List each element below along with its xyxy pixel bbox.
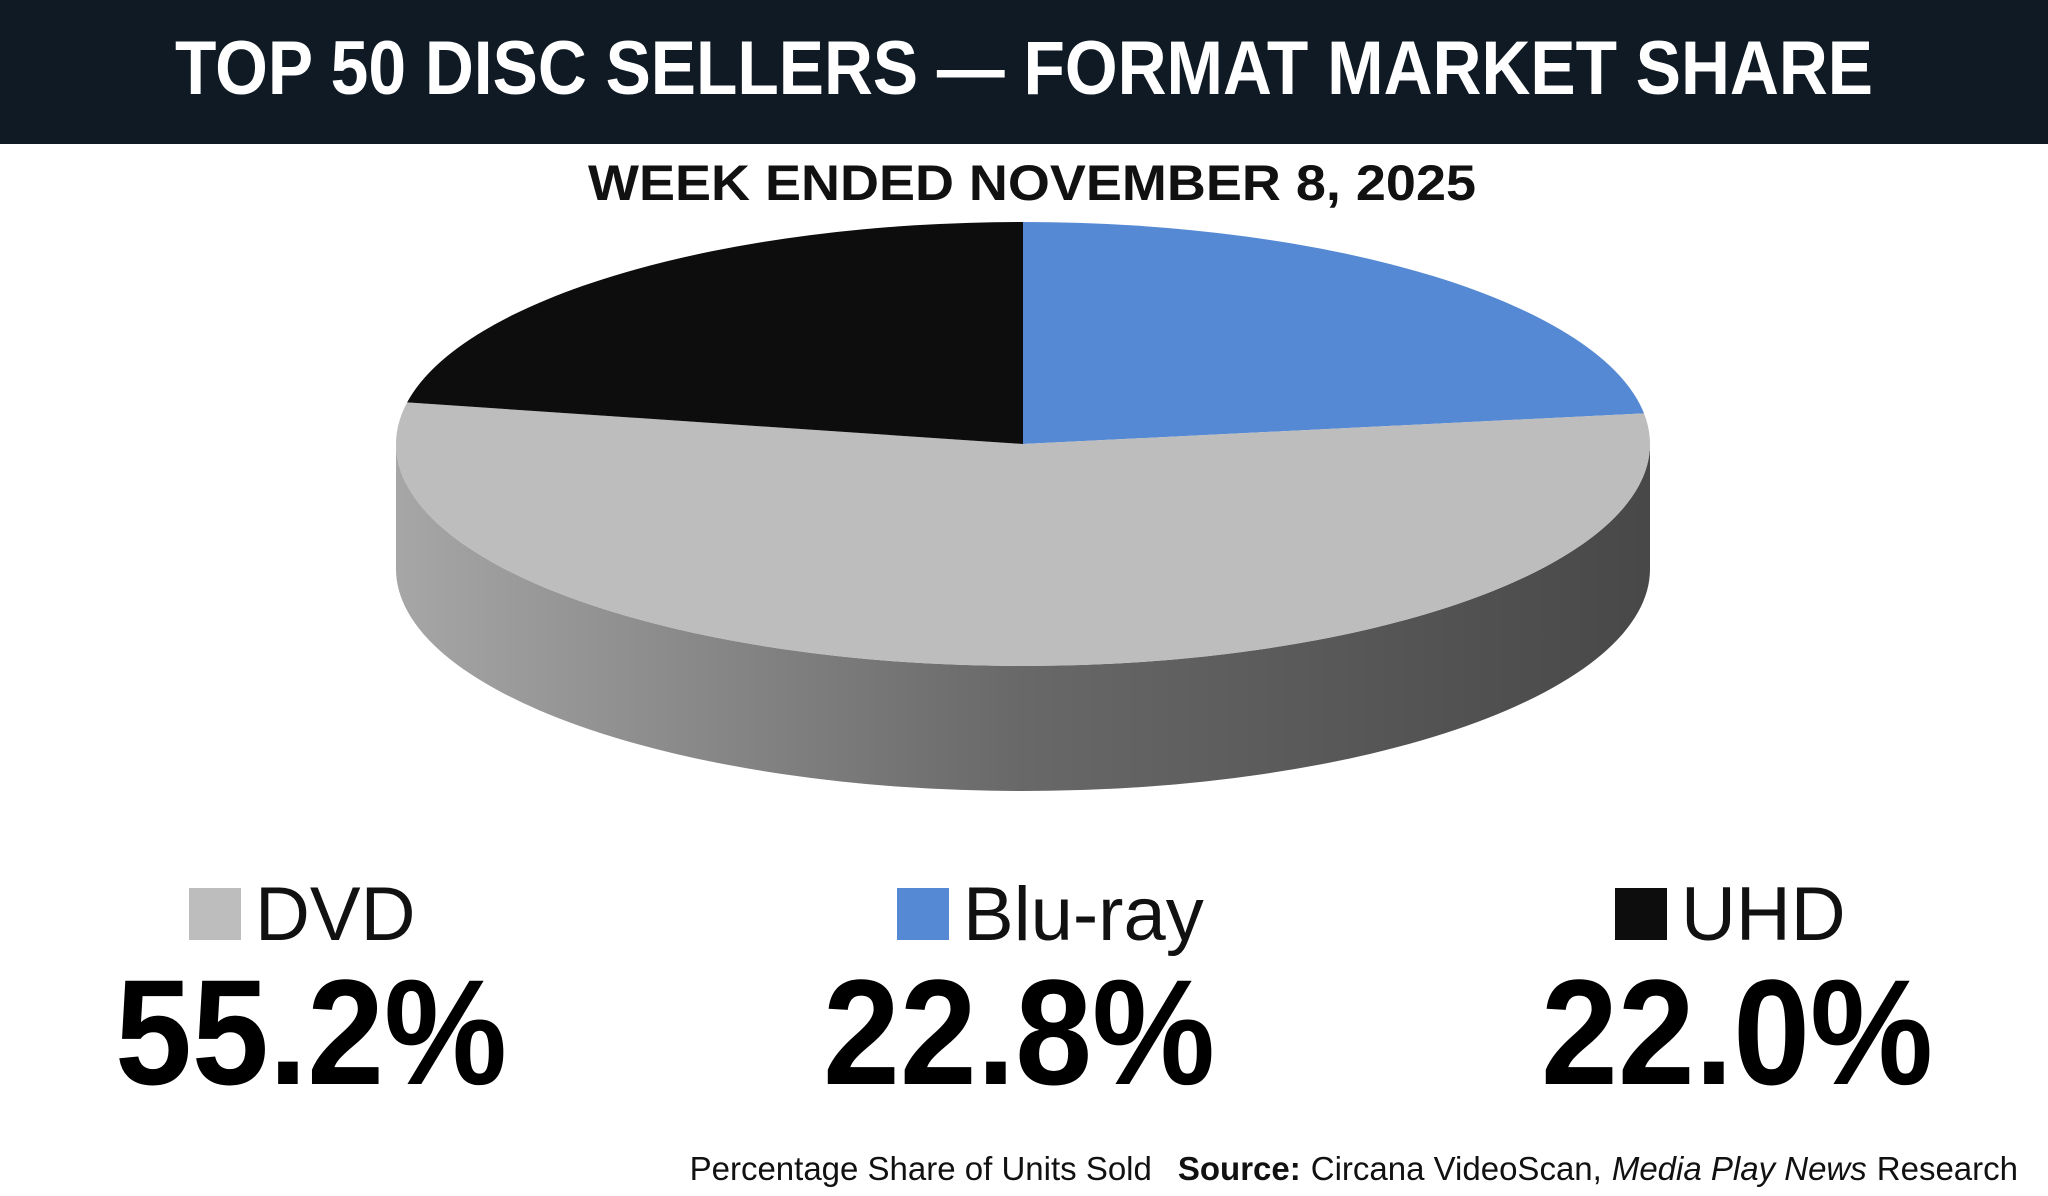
chart-title: TOP 50 DISC SELLERS — FORMAT MARKET SHAR… — [175, 26, 1873, 111]
pie — [395, 222, 1651, 791]
source: Circana VideoScan, — [1311, 1150, 1602, 1187]
source: Research — [1877, 1150, 2018, 1187]
side-shading — [396, 444, 1650, 791]
header-bar — [0, 0, 2048, 144]
chart-subtitle: WEEK ENDED NOVEMBER 8, 2025 — [588, 155, 1476, 211]
pie-slice — [407, 222, 1023, 444]
source-label: Source: — [1178, 1150, 1301, 1187]
legend-swatch — [189, 888, 241, 940]
legend-label: Blu-ray — [963, 872, 1204, 957]
value-label: 22.0% — [1541, 948, 1933, 1116]
pie-slice — [395, 402, 1651, 667]
pie-slice — [1023, 222, 1645, 444]
footer: Percentage Share of Units Sold Source: Cir… — [690, 1150, 2018, 1187]
legend-label: UHD — [1681, 872, 1846, 957]
value-label: 55.2% — [115, 948, 507, 1116]
source: Media Play News — [1612, 1150, 1867, 1187]
value-label: 22.8% — [823, 948, 1215, 1116]
legend-swatch — [1615, 888, 1667, 940]
legend-label: DVD — [255, 872, 415, 957]
footnote: Percentage Share of Units Sold — [690, 1150, 1152, 1187]
legend-swatch — [897, 888, 949, 940]
